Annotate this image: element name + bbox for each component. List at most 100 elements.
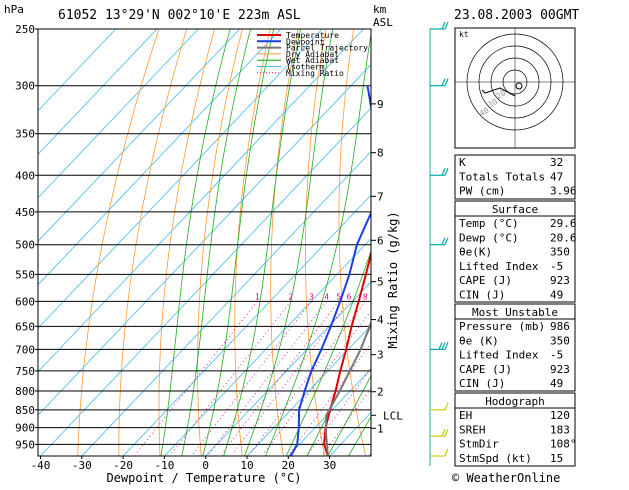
wind-barb-flag (444, 448, 449, 457)
isotherm-line (40, 107, 371, 456)
height-tick-label: 8 (377, 147, 384, 160)
wind-barb-flag (444, 168, 449, 176)
wind-barb-flag (444, 21, 449, 30)
pressure-unit-label: hPa (4, 3, 24, 16)
wet-adiabat-line (181, 29, 251, 456)
wet-adiabat-line (285, 249, 371, 456)
legend-label: Dewpoint (286, 37, 325, 46)
mixing-ratio-label: 2 (288, 292, 293, 301)
pressure-tick-label: 550 (15, 268, 35, 281)
index-label: Lifted Index (459, 260, 539, 273)
wind-barb-flag (441, 78, 446, 86)
wind-barb-flag (441, 237, 446, 245)
series-dewpoint (289, 85, 371, 456)
wind-profile (429, 21, 449, 466)
wind-barb-flag (444, 342, 449, 350)
wind-barb (430, 21, 449, 30)
temperature-tick-label: -10 (154, 459, 174, 472)
index-value: 29.6 (550, 217, 577, 230)
index-value: 350 (550, 246, 570, 259)
index-label: EH (459, 409, 472, 422)
km-unit-label: km (373, 3, 387, 16)
series-parcel-trajectory (325, 320, 371, 456)
height-tick-label: 2 (377, 386, 384, 399)
station-header: 61052 13°29'N 002°10'E 223m ASL (58, 8, 301, 23)
index-label: θe (K) (459, 334, 499, 347)
height-tick-label: 4 (377, 314, 384, 327)
wet-adiabat-line (202, 29, 275, 456)
mixing-ratio-label: 4 (324, 292, 329, 301)
dry-adiabat-line (304, 29, 327, 456)
mixing-ratio-label: 5 (336, 292, 341, 301)
index-label: Pressure (mb) (459, 320, 545, 333)
hodograph-unit: kt (459, 30, 469, 39)
height-tick-label: 6 (377, 234, 384, 247)
wet-adiabat-line (160, 29, 231, 456)
pressure-tick-label: 950 (15, 438, 35, 451)
pressure-tick-label: 900 (15, 422, 35, 435)
isotherm-line (164, 237, 371, 456)
mixing-ratio-label: 1 (255, 292, 260, 301)
index-label: CIN (J) (459, 377, 505, 390)
legend-label: Wet Adiabat (286, 56, 339, 65)
wet-adiabat-line (223, 29, 302, 456)
height-tick-label: 7 (377, 190, 384, 203)
index-value: -5 (550, 349, 563, 362)
temperature-axis: -40 -30 -20 -10 0 10 20 30 (31, 456, 336, 472)
wind-barb (430, 402, 449, 411)
hodograph-stats-title: Hodograph (485, 395, 545, 408)
mixing-ratio-line (135, 301, 258, 455)
legend-label: Dry Adiabat (286, 50, 339, 59)
pressure-tick-label: 500 (15, 239, 35, 252)
isotherm-line (122, 194, 371, 456)
x-axis-title: Dewpoint / Temperature (°C) (106, 471, 301, 485)
index-label: CAPE (J) (459, 274, 512, 287)
height-tick-label: 1 (377, 422, 384, 435)
isotherm-line (38, 29, 117, 112)
hodograph-trace (481, 87, 516, 97)
most-unstable-title: Most Unstable (472, 306, 558, 319)
wind-barb-flag (444, 402, 449, 411)
hodograph-stats-box (454, 392, 576, 467)
pressure-tick-label: 250 (15, 23, 35, 36)
index-label: Dewp (°C) (459, 231, 519, 244)
index-value: 923 (550, 363, 570, 376)
wind-barb (430, 448, 449, 457)
dry-adiabat-line (197, 29, 243, 456)
temperature-tick-label: -20 (113, 459, 133, 472)
wind-barb-flag (444, 428, 449, 437)
pressure-tick-label: 450 (15, 206, 35, 219)
mixing-ratio-label: 8 (363, 292, 368, 301)
pressure-tick-label: 800 (15, 385, 35, 398)
index-value: 3.96 (550, 185, 577, 198)
height-tick-label: 3 (377, 349, 384, 362)
mixing-ratio-line (288, 343, 371, 455)
index-label: StmDir (459, 438, 499, 451)
index-value: 49 (550, 289, 563, 302)
temperature-tick-label: -40 (31, 459, 51, 472)
series-temperature (323, 250, 371, 456)
index-value: 183 (550, 423, 570, 436)
height-tick-label: 9 (377, 98, 384, 111)
mixing-ratio-line (192, 301, 312, 455)
index-label: θe(K) (459, 246, 492, 259)
temperature-tick-label: -30 (72, 459, 92, 472)
hodograph-ring-label: 20 (495, 88, 508, 101)
index-label: Lifted Index (459, 349, 539, 362)
index-label: StmSpd (kt) (459, 452, 532, 465)
pressure-tick-label: 650 (15, 320, 35, 333)
isotherm-line (38, 64, 371, 416)
wind-barb-flag (441, 21, 446, 30)
index-label: SREH (459, 423, 486, 436)
index-value: 350 (550, 334, 570, 347)
credit-text: © WeatherOnline (452, 471, 560, 485)
legend-label: Temperature (286, 31, 339, 40)
index-value: 49 (550, 377, 563, 390)
temperature-tick-label: 10 (240, 459, 253, 472)
mixing-ratio-line (208, 301, 328, 455)
wind-barb (430, 428, 449, 437)
isotherm-line (38, 29, 158, 155)
